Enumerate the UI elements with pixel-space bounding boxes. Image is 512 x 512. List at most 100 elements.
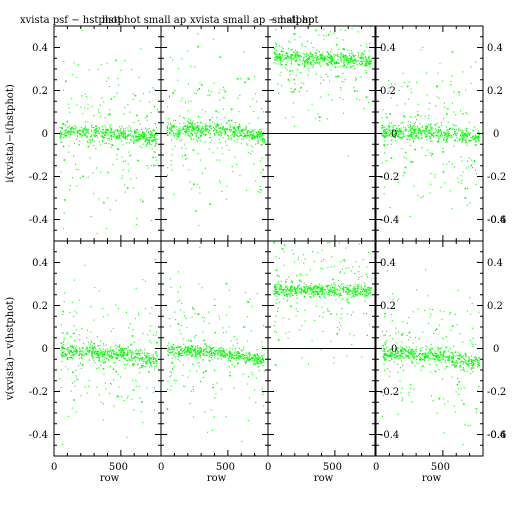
data-point [144, 117, 146, 119]
data-point [76, 378, 78, 380]
data-point [182, 375, 184, 377]
data-point [337, 280, 339, 282]
data-point [110, 127, 112, 129]
data-point [136, 218, 138, 220]
data-point [307, 287, 310, 289]
data-point [194, 352, 196, 354]
data-point [431, 348, 433, 350]
data-point [460, 388, 462, 390]
data-point [336, 313, 338, 315]
data-point [451, 102, 453, 104]
data-point [274, 285, 276, 287]
data-point [289, 294, 291, 296]
data-point [415, 348, 417, 350]
data-point [291, 92, 293, 94]
data-point [396, 354, 398, 356]
data-point [354, 273, 356, 275]
data-point [340, 271, 342, 273]
data-point [301, 45, 303, 47]
data-point [303, 262, 305, 264]
data-point [275, 269, 278, 272]
data-point [199, 354, 201, 356]
data-point [214, 397, 216, 399]
data-point [130, 154, 132, 156]
data-point [112, 353, 114, 355]
data-point [103, 353, 105, 355]
data-point [421, 358, 423, 360]
data-point [395, 125, 397, 127]
data-point [276, 290, 278, 292]
data-point [241, 441, 243, 443]
data-point [392, 135, 394, 137]
data-point [306, 90, 308, 92]
data-point [445, 336, 447, 338]
data-point [276, 283, 278, 285]
data-point [218, 92, 220, 94]
data-point [287, 337, 289, 339]
data-point [322, 330, 324, 332]
data-point [383, 134, 385, 136]
data-point [315, 57, 317, 59]
data-point [141, 358, 143, 360]
data-point [437, 358, 439, 360]
data-point [475, 183, 477, 185]
data-point [410, 160, 412, 163]
data-point [409, 134, 411, 136]
data-point [296, 302, 298, 304]
data-point [444, 359, 446, 361]
data-point [428, 129, 430, 131]
data-point [95, 131, 97, 133]
data-point [455, 114, 457, 116]
data-point [71, 382, 73, 384]
data-point [349, 67, 351, 69]
data-point [317, 286, 319, 288]
data-point [202, 358, 204, 360]
data-point [342, 72, 344, 74]
data-point [290, 57, 292, 59]
data-point [346, 355, 348, 357]
data-point [72, 332, 75, 335]
data-point [208, 322, 210, 324]
data-point [82, 128, 84, 130]
data-point [405, 356, 407, 358]
data-point [132, 363, 134, 366]
data-point [446, 135, 448, 137]
data-point [95, 148, 97, 150]
data-point [214, 331, 216, 333]
data-point [121, 349, 123, 351]
data-point [128, 133, 130, 135]
data-point [390, 83, 392, 85]
data-point [136, 114, 138, 117]
data-point [175, 352, 177, 354]
data-point [118, 386, 120, 388]
data-point [96, 368, 98, 370]
data-point [463, 387, 465, 389]
data-point [477, 362, 479, 364]
data-point [439, 356, 441, 358]
data-point [316, 56, 318, 58]
data-point [123, 134, 125, 136]
data-point [127, 346, 129, 348]
data-point [103, 345, 105, 347]
data-point [346, 288, 348, 290]
data-point [441, 346, 443, 348]
data-point [443, 398, 445, 400]
data-point [307, 109, 309, 111]
data-point [143, 132, 145, 134]
data-point [417, 114, 419, 116]
data-point [237, 135, 239, 137]
data-point [260, 144, 263, 146]
data-point [349, 52, 351, 54]
data-point [304, 320, 306, 322]
data-point [383, 363, 385, 365]
data-point [442, 355, 444, 357]
data-point [418, 127, 420, 129]
data-point [278, 293, 281, 296]
data-point [76, 131, 79, 133]
data-point [64, 131, 67, 134]
data-point [470, 363, 472, 365]
data-point [346, 60, 348, 62]
data-point [423, 359, 425, 361]
data-point [273, 324, 275, 326]
data-point [226, 331, 228, 333]
